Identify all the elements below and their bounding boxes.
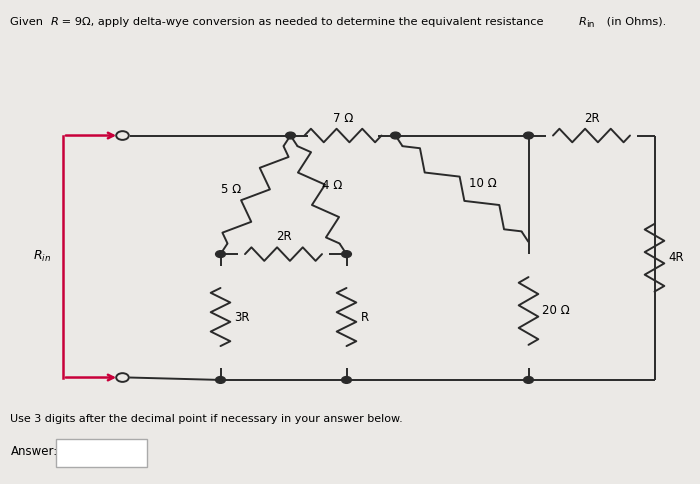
Text: 20 Ω: 20 Ω: [542, 304, 570, 318]
Text: = 9Ω, apply delta-wye conversion as needed to determine the equivalent resistanc: = 9Ω, apply delta-wye conversion as need…: [58, 17, 547, 27]
Circle shape: [342, 251, 351, 257]
Text: R: R: [360, 311, 369, 323]
Text: $R_{in}$: $R_{in}$: [33, 249, 51, 264]
Text: (in Ohms).: (in Ohms).: [603, 17, 666, 27]
Circle shape: [524, 132, 533, 139]
Circle shape: [342, 377, 351, 383]
Text: 5 Ω: 5 Ω: [221, 183, 241, 197]
Circle shape: [286, 132, 295, 139]
Text: in: in: [586, 20, 594, 30]
Text: 2R: 2R: [584, 112, 599, 125]
Circle shape: [216, 251, 225, 257]
Text: 3R: 3R: [234, 311, 250, 323]
Text: 4 Ω: 4 Ω: [322, 179, 342, 192]
Text: 2R: 2R: [276, 230, 291, 243]
Text: 10 Ω: 10 Ω: [469, 178, 497, 190]
Text: 4R: 4R: [668, 251, 684, 264]
Text: Answer:: Answer:: [10, 445, 57, 458]
Circle shape: [391, 132, 400, 139]
Text: Use 3 digits after the decimal point if necessary in your answer below.: Use 3 digits after the decimal point if …: [10, 414, 403, 424]
Text: R: R: [578, 17, 586, 27]
Text: Given: Given: [10, 17, 47, 27]
Circle shape: [216, 377, 225, 383]
Text: 7 Ω: 7 Ω: [332, 112, 354, 125]
Text: R: R: [50, 17, 58, 27]
Circle shape: [524, 377, 533, 383]
FancyBboxPatch shape: [56, 439, 147, 467]
